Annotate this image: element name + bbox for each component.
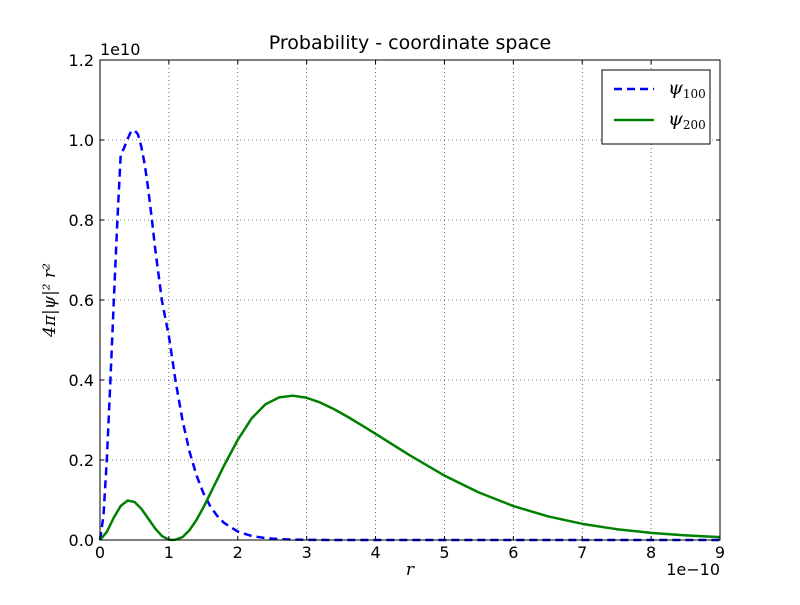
x-tick-label: 3 [302, 543, 312, 562]
x-tick-label: 9 [715, 543, 725, 562]
x-tick-label: 2 [233, 543, 243, 562]
legend-label-200: ψ200 [668, 108, 706, 132]
y-tick-label: 0.4 [69, 371, 94, 390]
x-tick-label: 4 [370, 543, 380, 562]
y-tick-label: 0.0 [69, 531, 94, 550]
x-tick-label: 1 [164, 543, 174, 562]
x-tick-label: 5 [439, 543, 449, 562]
x-axis-label: r [406, 560, 415, 580]
y-tick-label: 0.2 [69, 451, 94, 470]
legend-box [601, 69, 711, 145]
y-tick-label: 1.2 [69, 51, 94, 70]
y-axis-label: 4π|ψ|² r² [40, 263, 60, 338]
y-multiplier: 1e10 [100, 40, 140, 59]
x-tick-label: 8 [646, 543, 656, 562]
legend-entries: ψ100 ψ200 [614, 77, 706, 132]
y-tick-label: 0.6 [69, 291, 94, 310]
legend-label-100: ψ100 [668, 77, 706, 101]
y-tick-label: 0.8 [69, 211, 94, 230]
chart-title: Probability - coordinate space [269, 32, 552, 54]
series-line-200 [99, 394, 721, 542]
x-multiplier: 1e−10 [666, 560, 720, 579]
x-tick-label: 6 [508, 543, 518, 562]
axis-layer: 0 1 2 3 4 5 6 7 8 9 0.0 0.2 0.4 0.6 0.8 1.0 1.2 [69, 51, 726, 562]
legend: ψ100 ψ200 [601, 69, 711, 145]
x-tick-label: 7 [577, 543, 587, 562]
y-tick-label: 1.0 [69, 131, 94, 150]
x-tick-label: 0 [95, 543, 105, 562]
